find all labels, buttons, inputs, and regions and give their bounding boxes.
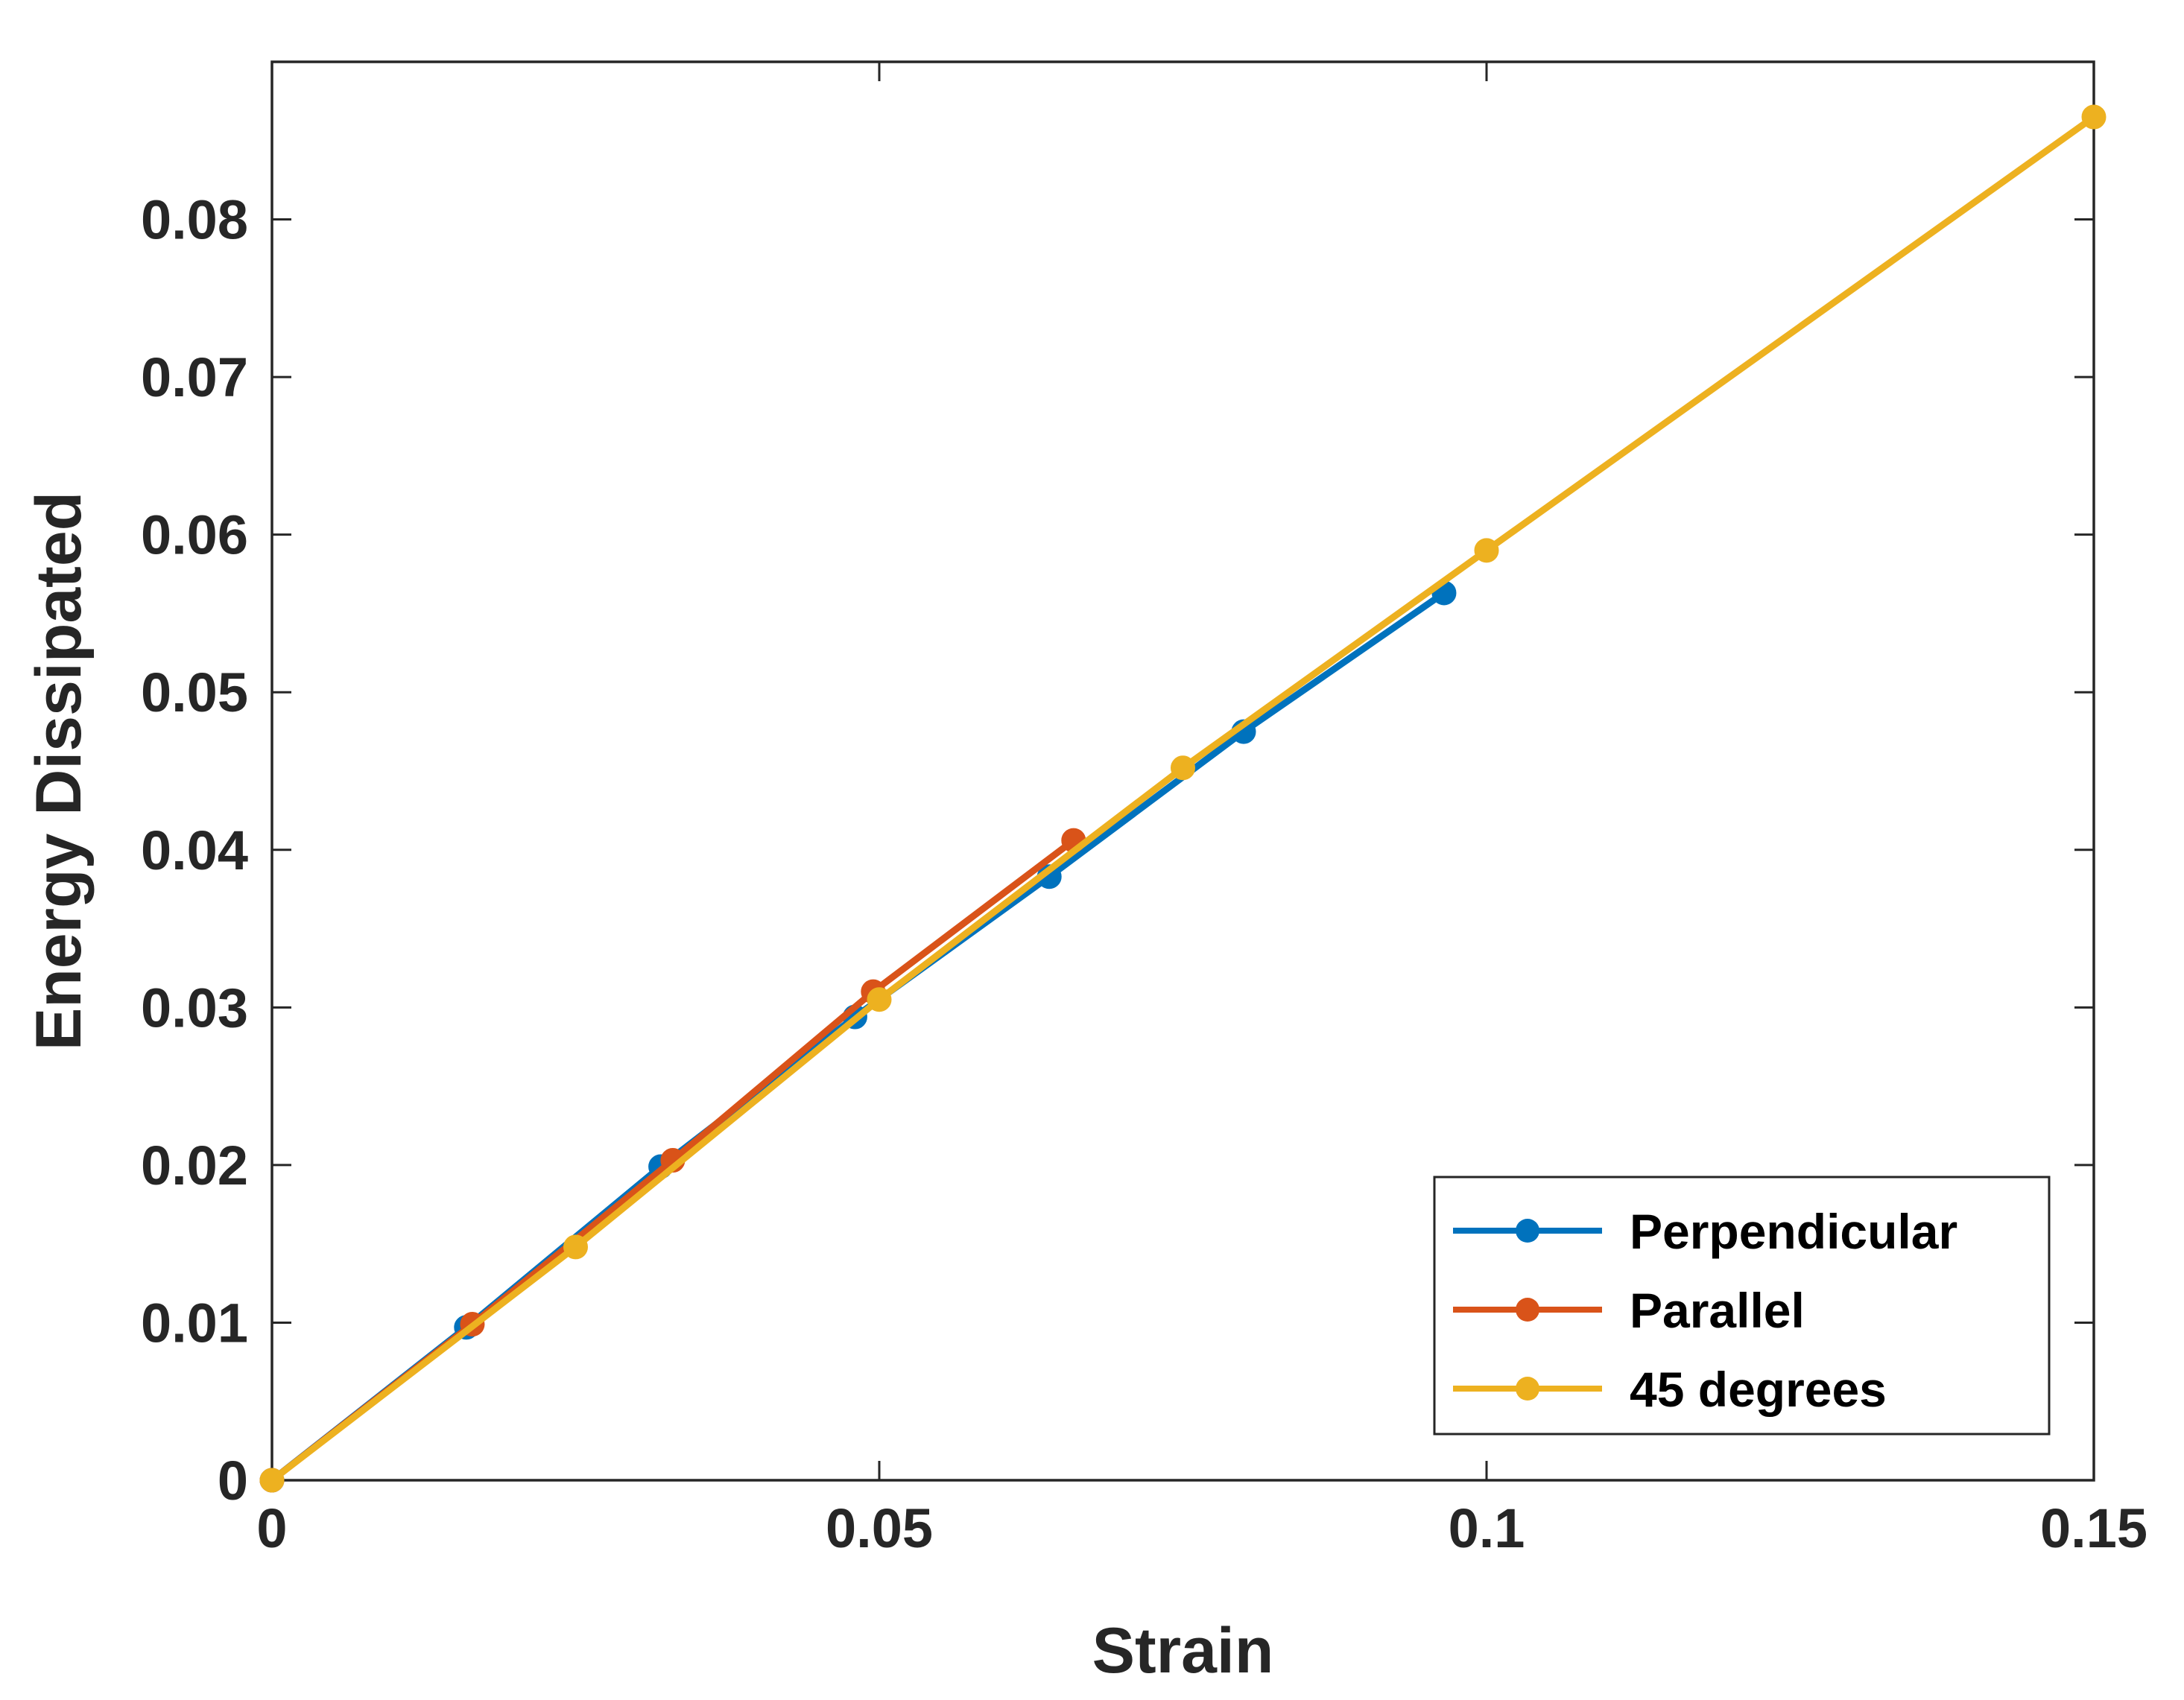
- legend-label: Perpendicular: [1630, 1204, 1957, 1259]
- axes-box: [270, 60, 2095, 1482]
- legend-swatch-marker: [1516, 1219, 1539, 1243]
- y-tick-label: 0.03: [141, 977, 248, 1038]
- x-tick-label: 0.1: [1449, 1497, 1525, 1559]
- legend: Perpendicular Parallel 45 degrees: [1433, 1176, 2051, 1436]
- plot-series: [259, 104, 2107, 1493]
- data-point-45-degrees: [867, 987, 892, 1012]
- y-tick-label: 0.07: [141, 346, 248, 408]
- legend-label: 45 degrees: [1630, 1362, 1887, 1417]
- legend-item-parallel: Parallel: [1453, 1283, 1805, 1338]
- legend-swatch-marker: [1516, 1377, 1539, 1401]
- data-point-45-degrees: [259, 1468, 285, 1493]
- y-tick-label: 0.01: [141, 1292, 248, 1354]
- y-tick-label: 0.05: [141, 662, 248, 723]
- y-tick-label: 0.02: [141, 1135, 248, 1196]
- x-tick-label: 0.15: [2040, 1497, 2147, 1559]
- legend-swatch-marker: [1516, 1298, 1539, 1322]
- y-axis-label: Energy Dissipated: [23, 492, 95, 1050]
- legend-item-45-degrees: 45 degrees: [1453, 1362, 1887, 1417]
- legend-label: Parallel: [1630, 1283, 1805, 1338]
- legend-item-perpendicular: Perpendicular: [1453, 1204, 1957, 1259]
- series-line-45-degrees: [268, 113, 2098, 1484]
- data-point-45-degrees: [563, 1234, 588, 1260]
- y-tick-label: 0.08: [141, 189, 248, 251]
- x-axis-label: Strain: [1092, 1615, 1274, 1687]
- y-tick-label: 0.06: [141, 504, 248, 566]
- y-tick-label: 0.04: [141, 819, 248, 881]
- data-point-45-degrees: [1171, 755, 1195, 781]
- x-tick-label: 0: [256, 1497, 287, 1559]
- series-45-degrees: [259, 104, 2107, 1493]
- y-tick-label: 0: [218, 1450, 248, 1512]
- data-point-45-degrees: [2081, 104, 2107, 130]
- data-point-45-degrees: [1474, 538, 1499, 563]
- x-tick-label: 0.05: [826, 1497, 933, 1559]
